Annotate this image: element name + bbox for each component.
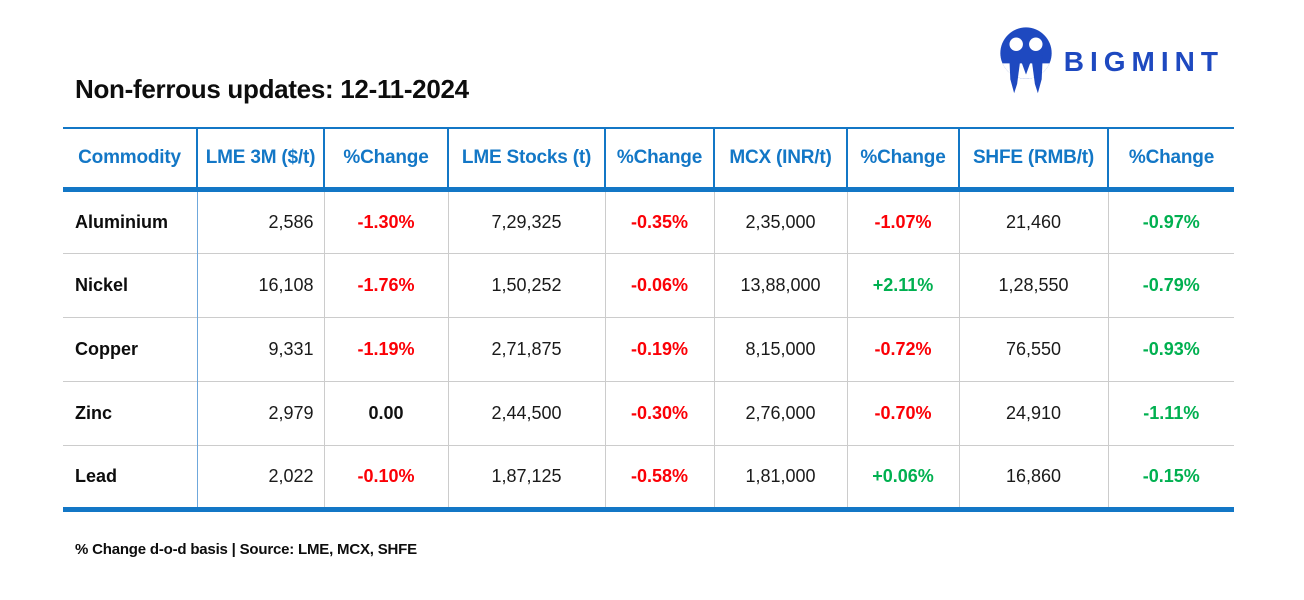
cell-lme-stocks-change: -0.19% bbox=[604, 316, 714, 381]
cell-lme-stocks: 2,44,500 bbox=[447, 380, 605, 445]
col-header-shfe: SHFE (RMB/t) bbox=[958, 127, 1108, 192]
cell-mcx: 2,35,000 bbox=[713, 189, 847, 253]
col-header-mcx-change: %Change bbox=[846, 127, 959, 192]
cell-lme-stocks: 7,29,325 bbox=[447, 189, 605, 253]
cell-shfe: 76,550 bbox=[958, 316, 1108, 381]
cell-lme-stocks: 1,87,125 bbox=[447, 444, 605, 512]
cell-lme-stocks-change: -0.06% bbox=[604, 252, 714, 317]
table-row: Lead 2,022 -0.10% 1,87,125 -0.58% 1,81,0… bbox=[63, 444, 1234, 512]
cell-mcx: 8,15,000 bbox=[713, 316, 847, 381]
commodity-table: Commodity LME 3M ($/t) %Change LME Stock… bbox=[63, 127, 1234, 512]
cell-shfe-change: -0.97% bbox=[1107, 189, 1234, 253]
cell-commodity: Aluminium bbox=[63, 189, 197, 253]
cell-lme-3m: 9,331 bbox=[196, 316, 324, 381]
brand-name: BIGMINT bbox=[1063, 45, 1224, 77]
footnote: % Change d-o-d basis | Source: LME, MCX,… bbox=[75, 541, 417, 558]
cell-mcx-change: -1.07% bbox=[846, 189, 959, 253]
cell-lme-3m-change: -0.10% bbox=[323, 444, 448, 512]
cell-mcx: 1,81,000 bbox=[713, 444, 847, 512]
table-row: Copper 9,331 -1.19% 2,71,875 -0.19% 8,15… bbox=[63, 316, 1234, 381]
col-header-shfe-change: %Change bbox=[1107, 127, 1234, 192]
col-header-lme-3m-change: %Change bbox=[323, 127, 448, 192]
cell-commodity: Nickel bbox=[63, 252, 197, 317]
cell-lme-3m: 2,022 bbox=[196, 444, 324, 512]
cell-lme-stocks-change: -0.30% bbox=[604, 380, 714, 445]
cell-shfe-change: -1.11% bbox=[1107, 380, 1234, 445]
cell-lme-stocks: 1,50,252 bbox=[447, 252, 605, 317]
cell-shfe-change: -0.93% bbox=[1107, 316, 1234, 381]
cell-mcx-change: -0.72% bbox=[846, 316, 959, 381]
table-row: Zinc 2,979 0.00 2,44,500 -0.30% 2,76,000… bbox=[63, 380, 1234, 445]
cell-commodity: Lead bbox=[63, 444, 197, 512]
cell-shfe-change: -0.79% bbox=[1107, 252, 1234, 317]
cell-lme-3m-change: 0.00 bbox=[323, 380, 448, 445]
cell-shfe: 24,910 bbox=[958, 380, 1108, 445]
cell-mcx-change: +2.11% bbox=[846, 252, 959, 317]
page-title: Non-ferrous updates: 12-11-2024 bbox=[75, 74, 469, 104]
cell-mcx-change: -0.70% bbox=[846, 380, 959, 445]
cell-lme-stocks: 2,71,875 bbox=[447, 316, 605, 381]
cell-lme-3m-change: -1.30% bbox=[323, 189, 448, 253]
col-header-commodity: Commodity bbox=[63, 127, 197, 192]
cell-lme-3m: 2,979 bbox=[196, 380, 324, 445]
cell-shfe: 1,28,550 bbox=[958, 252, 1108, 317]
cell-commodity: Copper bbox=[63, 316, 197, 381]
table-header-row: Commodity LME 3M ($/t) %Change LME Stock… bbox=[63, 127, 1234, 192]
cell-lme-3m-change: -1.19% bbox=[323, 316, 448, 381]
table-row: Nickel 16,108 -1.76% 1,50,252 -0.06% 13,… bbox=[63, 252, 1234, 317]
col-header-mcx: MCX (INR/t) bbox=[713, 127, 847, 192]
cell-lme-3m-change: -1.76% bbox=[323, 252, 448, 317]
cell-lme-3m: 16,108 bbox=[196, 252, 324, 317]
cell-lme-3m: 2,586 bbox=[196, 189, 324, 253]
cell-mcx: 13,88,000 bbox=[713, 252, 847, 317]
table-row: Aluminium 2,586 -1.30% 7,29,325 -0.35% 2… bbox=[63, 189, 1234, 253]
col-header-lme-stocks: LME Stocks (t) bbox=[447, 127, 605, 192]
cell-commodity: Zinc bbox=[63, 380, 197, 445]
col-header-lme-3m: LME 3M ($/t) bbox=[196, 127, 324, 192]
brand-logo: BIGMINT bbox=[998, 26, 1224, 97]
cell-lme-stocks-change: -0.58% bbox=[604, 444, 714, 512]
cell-shfe-change: -0.15% bbox=[1107, 444, 1234, 512]
cell-shfe: 21,460 bbox=[958, 189, 1108, 253]
bigmint-icon bbox=[1000, 27, 1052, 94]
cell-lme-stocks-change: -0.35% bbox=[604, 189, 714, 253]
cell-mcx-change: +0.06% bbox=[846, 444, 959, 512]
cell-mcx: 2,76,000 bbox=[713, 380, 847, 445]
cell-shfe: 16,860 bbox=[958, 444, 1108, 512]
col-header-lme-stocks-change: %Change bbox=[604, 127, 714, 192]
